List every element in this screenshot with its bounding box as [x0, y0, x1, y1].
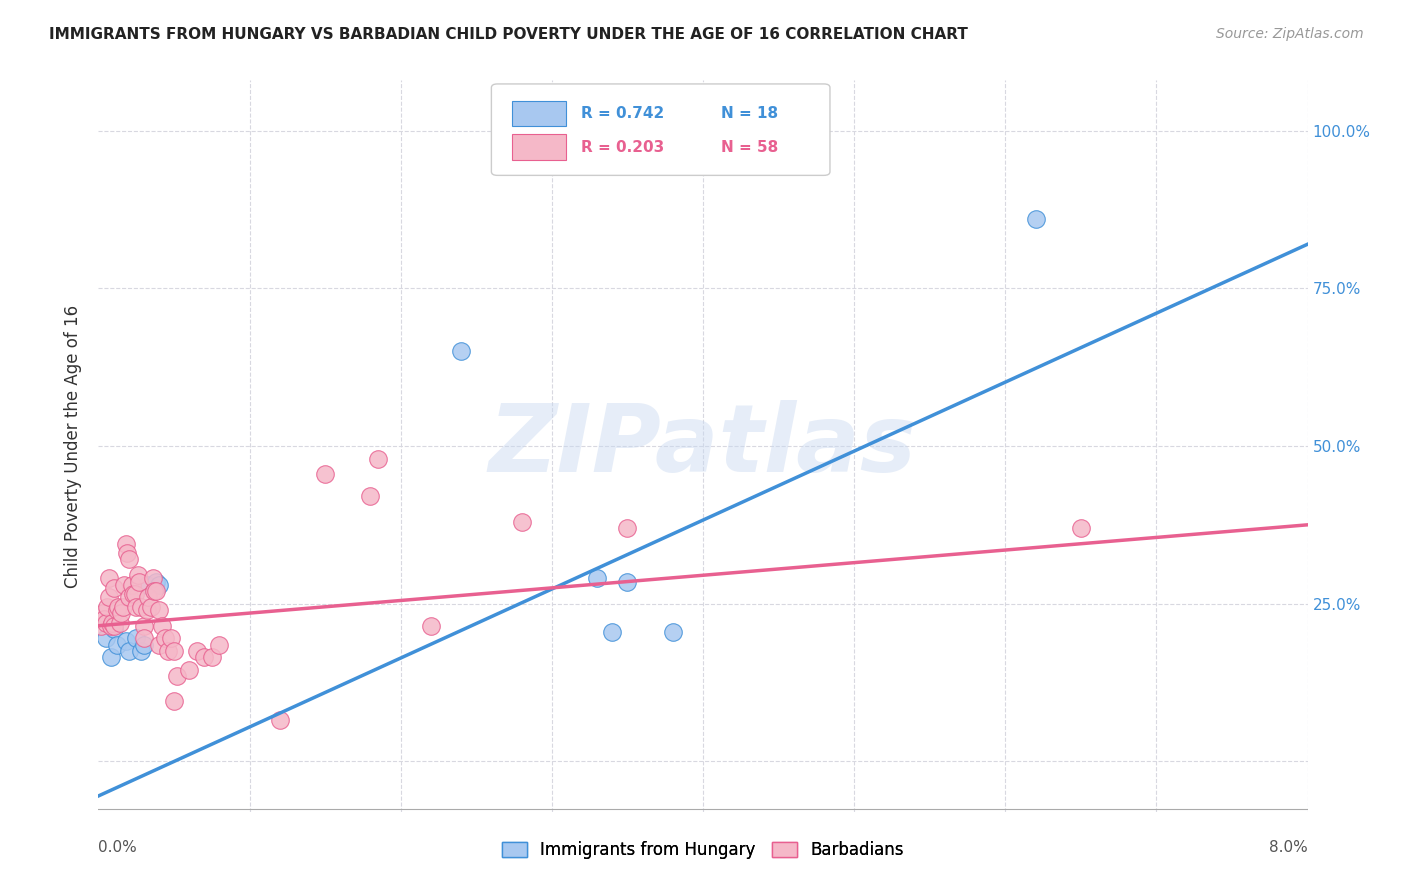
Point: [107, 599, 129, 614]
Point: [125, 599, 148, 614]
Point: [163, 694, 186, 708]
Point: [156, 644, 179, 658]
Point: [616, 574, 638, 589]
Point: [121, 578, 143, 592]
Point: [100, 650, 122, 665]
Point: [135, 603, 157, 617]
Point: [101, 615, 124, 630]
Point: [269, 714, 291, 728]
Point: [122, 587, 145, 601]
Point: [90, 618, 112, 632]
Point: [314, 467, 336, 482]
Text: N = 58: N = 58: [721, 140, 779, 154]
Text: R = 0.742: R = 0.742: [581, 106, 664, 121]
Text: R = 0.203: R = 0.203: [581, 140, 664, 154]
Point: [96, 599, 118, 614]
Point: [420, 618, 443, 632]
Point: [193, 650, 215, 665]
Point: [103, 618, 125, 632]
Point: [163, 644, 186, 658]
Point: [115, 546, 138, 560]
Point: [586, 571, 609, 585]
Point: [367, 451, 389, 466]
Point: [186, 644, 208, 658]
Point: [114, 537, 136, 551]
Point: [127, 568, 149, 582]
Point: [141, 599, 163, 614]
Point: [98, 591, 121, 605]
Point: [94, 615, 117, 630]
Text: 8.0%: 8.0%: [1268, 840, 1308, 855]
Point: [153, 632, 176, 646]
Point: [118, 552, 141, 566]
Point: [94, 632, 117, 646]
FancyBboxPatch shape: [492, 84, 830, 176]
FancyBboxPatch shape: [512, 101, 567, 127]
Point: [118, 591, 141, 605]
Point: [91, 606, 114, 620]
Y-axis label: Child Poverty Under the Age of 16: Child Poverty Under the Age of 16: [65, 304, 83, 588]
Point: [150, 618, 173, 632]
Point: [166, 669, 188, 683]
Point: [160, 632, 183, 646]
Point: [125, 632, 148, 646]
Point: [450, 344, 472, 359]
Point: [110, 606, 132, 620]
Point: [616, 521, 638, 535]
Point: [105, 638, 128, 652]
Point: [128, 574, 150, 589]
Point: [105, 603, 128, 617]
Legend: Immigrants from Hungary, Barbadians: Immigrants from Hungary, Barbadians: [495, 834, 911, 865]
Point: [114, 634, 136, 648]
Text: 0.0%: 0.0%: [98, 840, 138, 855]
Point: [662, 625, 685, 640]
Point: [118, 644, 141, 658]
Point: [132, 618, 155, 632]
Point: [132, 638, 155, 652]
Text: ZIPatlas: ZIPatlas: [489, 400, 917, 492]
Point: [148, 578, 170, 592]
Point: [1025, 212, 1047, 227]
Text: N = 18: N = 18: [721, 106, 779, 121]
Point: [143, 584, 166, 599]
Point: [132, 632, 155, 646]
Point: [124, 587, 146, 601]
Point: [360, 490, 382, 504]
Point: [145, 574, 167, 589]
Point: [112, 578, 135, 592]
Point: [510, 515, 533, 529]
Point: [142, 571, 165, 585]
Point: [103, 581, 125, 595]
Point: [136, 591, 159, 605]
Point: [148, 603, 170, 617]
Text: IMMIGRANTS FROM HUNGARY VS BARBADIAN CHILD POVERTY UNDER THE AGE OF 16 CORRELATI: IMMIGRANTS FROM HUNGARY VS BARBADIAN CHI…: [49, 27, 969, 42]
Point: [129, 599, 152, 614]
Point: [98, 571, 121, 585]
Point: [602, 625, 624, 640]
Point: [179, 663, 201, 677]
Text: Source: ZipAtlas.com: Source: ZipAtlas.com: [1216, 27, 1364, 41]
Point: [148, 638, 170, 652]
Point: [129, 644, 152, 658]
Point: [100, 618, 122, 632]
Point: [93, 612, 115, 626]
Point: [108, 615, 131, 630]
Point: [103, 622, 125, 636]
Point: [208, 638, 231, 652]
Point: [145, 584, 167, 599]
Point: [111, 599, 134, 614]
Point: [135, 578, 157, 592]
Point: [201, 650, 224, 665]
FancyBboxPatch shape: [512, 135, 567, 160]
Point: [1070, 521, 1092, 535]
